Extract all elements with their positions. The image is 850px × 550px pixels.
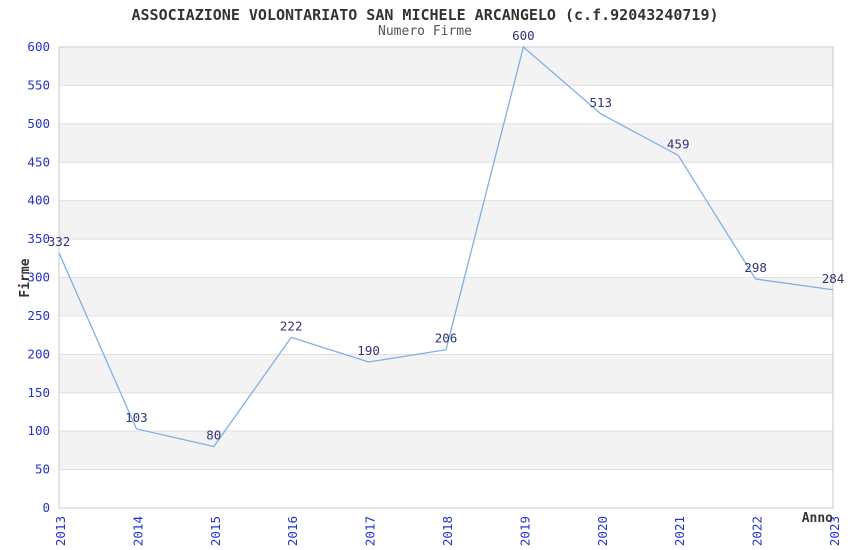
x-tick-label: 2021: [672, 516, 687, 546]
plot-band: [59, 431, 833, 470]
y-axis-title: Firme: [18, 258, 33, 298]
y-tick-label: 550: [27, 77, 50, 92]
plot-band: [59, 469, 833, 508]
y-tick-label: 350: [27, 231, 50, 246]
x-tick-label: 2020: [595, 516, 610, 546]
plot-band: [59, 392, 833, 432]
page-title: ASSOCIAZIONE VOLONTARIATO SAN MICHELE AR…: [131, 6, 719, 24]
data-point-label: 600: [512, 28, 535, 43]
y-tick-label: 200: [27, 346, 50, 361]
x-tick-label: 2022: [750, 516, 765, 546]
y-tick-label: 450: [27, 154, 50, 169]
plot-border: [58, 46, 834, 509]
data-line: [58, 45, 834, 448]
y-tick-label: 600: [27, 39, 50, 54]
data-point-label: 332: [48, 234, 71, 249]
x-axis-title: Anno: [801, 511, 833, 526]
y-tick-label: 250: [27, 308, 50, 323]
data-point-label: 459: [667, 136, 690, 151]
x-tick-label: 2017: [363, 516, 378, 546]
y-tick-label: 300: [27, 270, 50, 285]
x-tick-label: 2019: [517, 516, 532, 546]
data-point-label: 284: [822, 271, 845, 286]
plot-band: [59, 123, 833, 163]
plot-band: [59, 200, 833, 240]
x-tick-label: 2013: [53, 516, 68, 546]
plot-band: [59, 354, 833, 393]
y-tick-label: 150: [27, 385, 50, 400]
data-point-label: 190: [357, 343, 380, 358]
x-tick-label: 2015: [208, 516, 223, 546]
plot-band: [59, 239, 833, 278]
plot-band: [59, 47, 833, 86]
y-tick-label: 0: [42, 500, 50, 515]
x-tick-label: 2018: [440, 516, 455, 546]
y-tick-label: 100: [27, 423, 50, 438]
data-point-label: 298: [744, 260, 767, 275]
y-tick-label: 500: [27, 116, 50, 131]
data-point-label: 206: [435, 331, 458, 346]
x-tick-label: 2023: [827, 516, 842, 546]
x-tick-label: 2014: [130, 516, 145, 546]
plot-band: [59, 85, 833, 124]
x-tick-label: 2016: [285, 516, 300, 546]
data-point-label: 103: [125, 410, 148, 425]
data-point-label: 513: [590, 95, 613, 110]
y-tick-label: 50: [35, 462, 50, 477]
chart-subtitle: Numero Firme: [378, 24, 472, 39]
data-point-label: 222: [280, 318, 303, 333]
data-point-label: 80: [206, 428, 221, 443]
plot-band: [59, 162, 833, 201]
plot-band: [59, 277, 833, 316]
y-tick-label: 400: [27, 193, 50, 208]
